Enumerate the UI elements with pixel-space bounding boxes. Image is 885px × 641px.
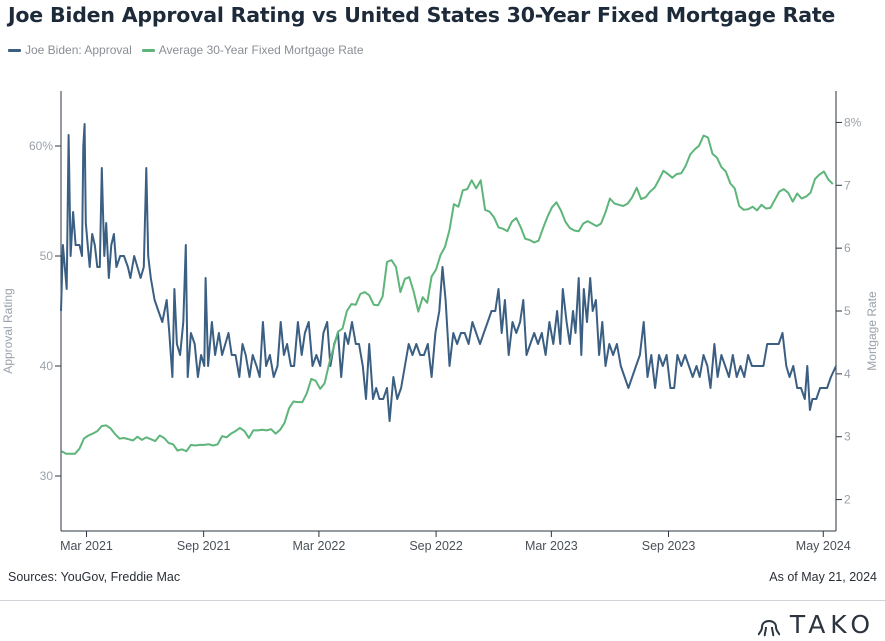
x-tick-label: Sep 2021 bbox=[177, 539, 231, 553]
x-tick-label: Mar 2023 bbox=[525, 539, 578, 553]
x-tick-label: Sep 2023 bbox=[642, 539, 696, 553]
x-tick-label: Mar 2021 bbox=[60, 539, 113, 553]
y-left-tick-label: 30 bbox=[40, 469, 54, 483]
chart-series bbox=[60, 123, 837, 455]
y-left-axis-title: Approval Rating bbox=[1, 288, 15, 373]
footer-divider bbox=[0, 600, 885, 601]
y-right-tick-label: 3 bbox=[844, 430, 851, 444]
y-left-tick-label: 40 bbox=[40, 359, 54, 373]
brand-logo[interactable]: TAKO bbox=[756, 610, 875, 639]
tako-octopus-icon bbox=[757, 619, 780, 636]
chart-axes: 30 40 50 60% 2 3 4 5 6 7 8% Mar 2021 Sep 2021 Mar 202… bbox=[1, 91, 879, 553]
y-right-tick-label: 2 bbox=[844, 493, 851, 507]
legend-label-mortgage: Average 30-Year Fixed Mortgage Rate bbox=[158, 43, 364, 57]
sources-text: Sources: YouGov, Freddie Mac bbox=[8, 570, 181, 584]
legend-swatch-approval bbox=[8, 48, 21, 52]
y-right-tick-label: 6 bbox=[844, 241, 851, 255]
y-left-tick-label: 60% bbox=[29, 139, 53, 153]
legend-item-mortgage[interactable]: Average 30-Year Fixed Mortgage Rate bbox=[141, 43, 364, 57]
x-tick-label: Mar 2022 bbox=[293, 539, 346, 553]
y-left-tick-label: 50 bbox=[40, 249, 54, 263]
legend-label-approval: Joe Biden: Approval bbox=[25, 43, 132, 57]
series-mortgage-line bbox=[61, 134, 834, 455]
y-right-tick-label: 7 bbox=[844, 178, 851, 192]
chart-title: Joe Biden Approval Rating vs United Stat… bbox=[8, 3, 836, 27]
legend-swatch-mortgage bbox=[141, 48, 155, 52]
chart-plot: 30 40 50 60% 2 3 4 5 6 7 8% Mar 2021 Sep 2021 Mar 202… bbox=[1, 91, 879, 553]
chart-legend: Joe Biden: Approval Average 30-Year Fixe… bbox=[8, 43, 364, 57]
brand-name: TAKO bbox=[789, 610, 875, 639]
x-tick-label: May 2024 bbox=[796, 539, 851, 553]
y-right-tick-label: 5 bbox=[844, 304, 851, 318]
as-of-date: As of May 21, 2024 bbox=[769, 570, 877, 584]
y-right-tick-label: 8% bbox=[844, 115, 862, 129]
y-right-tick-label: 4 bbox=[844, 367, 851, 381]
y-right-axis-title: Mortgage Rate bbox=[865, 291, 879, 371]
series-approval-line bbox=[60, 123, 837, 422]
legend-item-approval[interactable]: Joe Biden: Approval bbox=[8, 43, 132, 57]
x-tick-label: Sep 2022 bbox=[409, 539, 463, 553]
